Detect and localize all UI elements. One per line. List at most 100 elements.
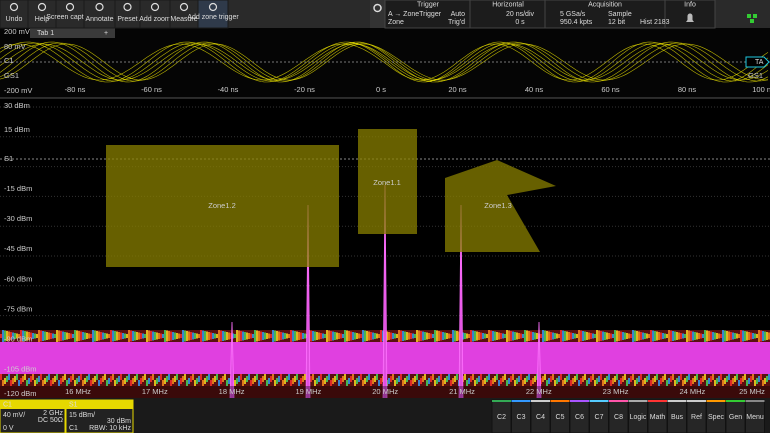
noise — [378, 380, 380, 386]
noise — [330, 380, 332, 386]
noise — [468, 378, 470, 384]
noise — [318, 376, 320, 382]
noise — [700, 333, 702, 339]
noise — [478, 332, 480, 340]
noise — [584, 374, 586, 380]
spectrum-y-label: -15 dBm — [4, 184, 32, 193]
noise — [130, 380, 132, 386]
noise — [168, 331, 170, 341]
noise — [660, 378, 662, 384]
noise — [438, 331, 440, 341]
button-icon — [150, 2, 160, 12]
noise — [28, 332, 30, 340]
button-icon — [179, 2, 189, 12]
noise — [80, 331, 82, 341]
noise — [604, 378, 606, 384]
noise — [296, 331, 298, 341]
noise — [124, 333, 126, 339]
noise — [762, 331, 764, 341]
noise — [208, 332, 210, 340]
info-column[interactable] — [664, 0, 716, 29]
toolbar-button[interactable] — [55, 0, 85, 29]
trace — [0, 43, 769, 81]
noise — [764, 331, 766, 341]
zone[interactable] — [106, 145, 339, 267]
toolbar-button[interactable] — [114, 0, 141, 29]
noise — [368, 374, 370, 380]
noise — [214, 376, 216, 382]
noise — [506, 330, 508, 342]
noise — [560, 330, 562, 342]
noise — [556, 333, 558, 339]
noise — [730, 380, 732, 386]
noise — [740, 330, 742, 342]
noise — [316, 332, 318, 340]
toolbar-button[interactable] — [27, 0, 57, 29]
noise — [184, 374, 186, 380]
x-label-strip — [0, 386, 770, 398]
noise — [64, 374, 66, 380]
button-label: C6 — [575, 414, 584, 421]
noise — [234, 380, 236, 386]
noise — [298, 380, 300, 386]
noise — [472, 330, 474, 342]
noise — [366, 376, 368, 382]
noise — [138, 380, 140, 386]
noise — [134, 331, 136, 341]
noise — [570, 380, 572, 386]
noise — [706, 380, 708, 386]
noise — [258, 380, 260, 386]
noise — [596, 330, 598, 342]
noise — [418, 380, 420, 386]
button-stripe — [706, 400, 726, 402]
noise — [518, 333, 520, 339]
noise — [520, 374, 522, 380]
noise — [134, 376, 136, 382]
channel-marker[interactable] — [745, 56, 770, 68]
noise — [256, 374, 258, 380]
noise — [768, 332, 770, 340]
noise — [506, 380, 508, 386]
noise — [436, 330, 438, 342]
noise — [694, 376, 696, 382]
toolbar-button[interactable] — [169, 0, 199, 29]
trace — [0, 42, 769, 82]
toolbar-button[interactable] — [197, 0, 229, 29]
noise — [728, 331, 730, 341]
noise — [170, 380, 172, 386]
c1-name: C1 — [3, 401, 12, 408]
noise — [670, 376, 672, 382]
time-x-label: -20 ns — [294, 85, 315, 94]
noise — [154, 380, 156, 386]
zone[interactable] — [358, 129, 417, 234]
noise — [400, 374, 402, 380]
toolbar-button[interactable] — [139, 0, 171, 29]
noise — [100, 378, 102, 384]
noise — [100, 332, 102, 340]
noise — [488, 330, 490, 342]
noise — [406, 376, 408, 382]
trigger-info: Zone — [388, 19, 404, 26]
noise — [106, 333, 108, 339]
noise — [752, 374, 754, 380]
noise — [560, 374, 562, 380]
noise — [120, 374, 122, 380]
toolbar-button[interactable] — [83, 0, 116, 29]
noise — [742, 330, 744, 342]
noise — [214, 333, 216, 339]
noise — [600, 374, 602, 380]
noise — [746, 380, 748, 386]
noise — [568, 332, 570, 340]
noise — [8, 331, 10, 341]
noise — [188, 378, 190, 384]
noise — [618, 331, 620, 341]
noise — [360, 334, 362, 338]
noise — [592, 374, 594, 380]
noise — [640, 374, 642, 380]
noise — [262, 332, 264, 340]
noise — [142, 376, 144, 382]
zone[interactable] — [445, 160, 556, 252]
toolbar-button[interactable] — [0, 0, 29, 29]
noise — [684, 378, 686, 384]
noise — [40, 330, 42, 342]
